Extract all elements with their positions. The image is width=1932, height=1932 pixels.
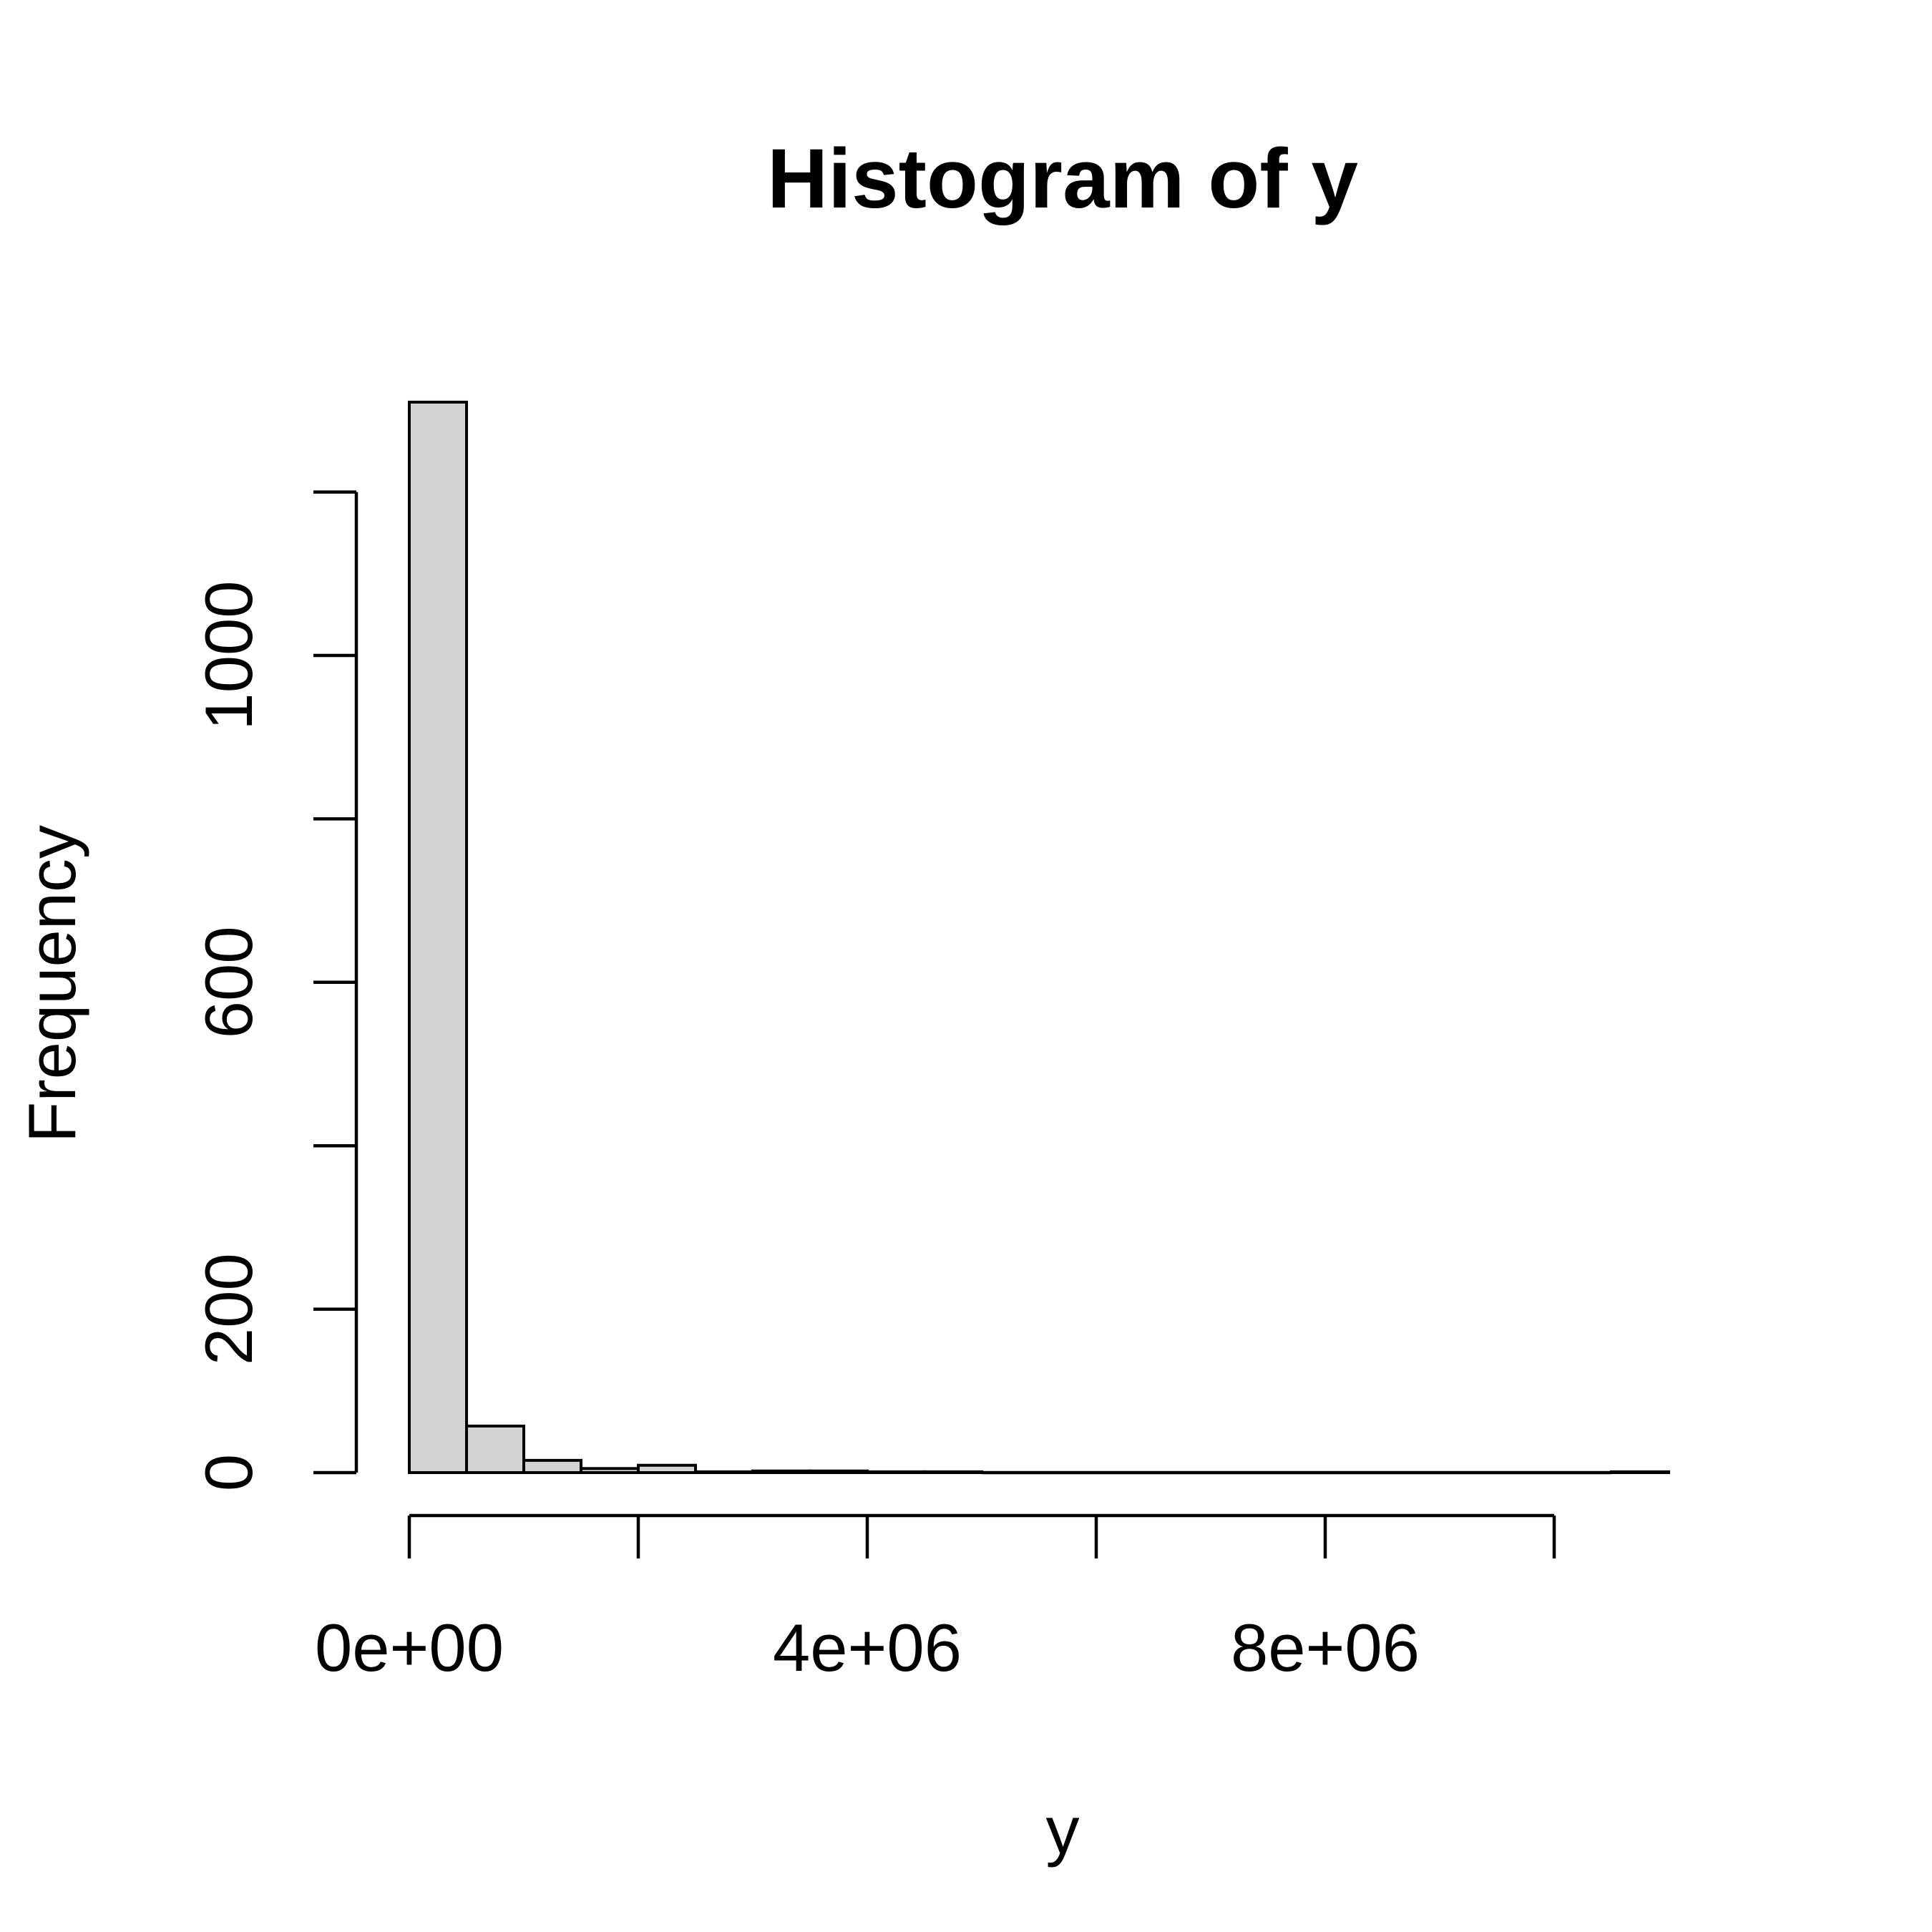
histogram-bar-7 — [809, 1469, 869, 1475]
x-tick-label-0: 0e+00 — [315, 1610, 504, 1685]
y-tick-label-5: 1000 — [191, 580, 266, 730]
histogram-bar-1 — [465, 1424, 525, 1475]
y-tick-label-1: 200 — [191, 1253, 266, 1365]
histogram-bar-9 — [923, 1470, 983, 1474]
histogram-bar-3 — [580, 1467, 640, 1475]
x-axis: 0e+00 4e+06 8e+06 — [315, 1513, 1556, 1685]
histogram-bar-5 — [694, 1470, 754, 1474]
histogram-bar-8 — [866, 1470, 926, 1474]
y-tick-label-3: 600 — [191, 926, 266, 1038]
chart-title: Histogram of y — [767, 132, 1358, 226]
bars-group — [408, 400, 1670, 1475]
x-axis-label: y — [1046, 1792, 1080, 1868]
histogram-bar-0 — [408, 400, 468, 1474]
y-axis: 0 200 600 1000 — [191, 490, 358, 1491]
y-axis-label: Frequency — [14, 825, 89, 1143]
x-tick-label-2: 4e+06 — [773, 1610, 962, 1685]
histogram-bar-4 — [637, 1463, 697, 1475]
x-tick-label-4: 8e+06 — [1231, 1610, 1420, 1685]
histogram-bar-6 — [751, 1469, 811, 1475]
histogram-bar-2 — [522, 1458, 582, 1474]
y-tick-label-0: 0 — [191, 1454, 266, 1491]
histogram-bar-21 — [1610, 1470, 1670, 1474]
